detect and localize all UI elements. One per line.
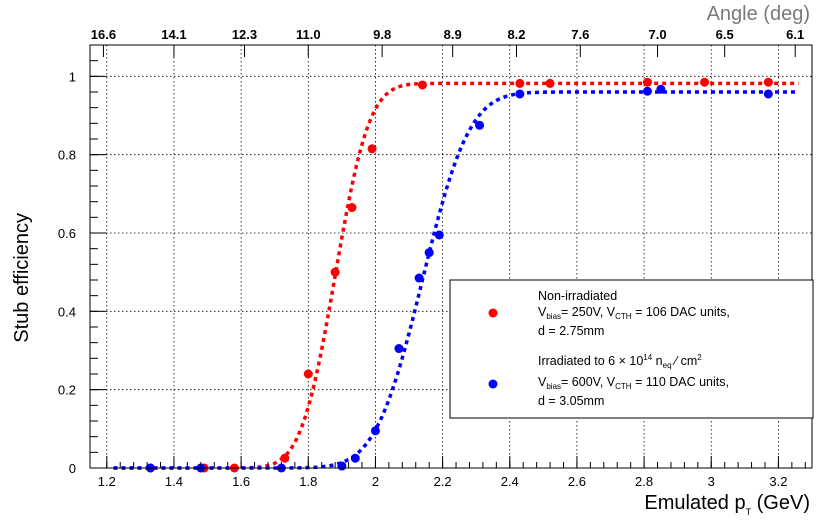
legend-marker-irradiated bbox=[488, 379, 498, 389]
legend: Non-irradiated Vbias= 250V, VCTH = 106 D… bbox=[449, 279, 814, 419]
data-point-series-2 bbox=[414, 273, 424, 283]
data-point-series-1 bbox=[303, 369, 313, 379]
x-tick-label: 3.2 bbox=[769, 474, 787, 489]
tick-labels: 1.2 1.4 1.6 1.8 2 2.2 2.4 2.6 2.8 3 3.2 0 0.2 0.4 0.6 0… bbox=[58, 27, 804, 489]
legend-entry2-line1: Irradiated to 6 × 1014 neq ⁄ cm2 bbox=[538, 353, 702, 370]
data-point-series-1 bbox=[417, 80, 427, 90]
legend-marker-non-irradiated bbox=[488, 308, 498, 318]
data-point-series-2 bbox=[515, 89, 525, 99]
data-point-series-1 bbox=[367, 144, 377, 154]
data-point-series-2 bbox=[656, 84, 666, 94]
x-axis-title: Emulated pT (GeV) bbox=[644, 492, 810, 517]
top-tick-label: 12.3 bbox=[232, 27, 257, 42]
legend-entry2-line2: Vbias= 600V, VCTH = 110 DAC units, bbox=[538, 375, 729, 391]
data-point-series-1 bbox=[763, 77, 773, 87]
data-point-series-2 bbox=[337, 461, 347, 471]
x-tick-label: 2.8 bbox=[635, 474, 653, 489]
x-tick-label: 3 bbox=[708, 474, 715, 489]
data-point-series-2 bbox=[642, 86, 652, 96]
y-tick-label: 1 bbox=[69, 69, 76, 84]
legend-entry1-line1: Non-irradiated bbox=[538, 289, 617, 303]
x-tick-label: 2.6 bbox=[568, 474, 586, 489]
top-tick-label: 7.6 bbox=[571, 27, 589, 42]
top-tick-label: 8.9 bbox=[444, 27, 462, 42]
top-tick-label: 8.2 bbox=[507, 27, 525, 42]
data-point-series-2 bbox=[434, 230, 444, 240]
data-point-series-1 bbox=[700, 77, 710, 87]
data-point-series-2 bbox=[370, 426, 380, 436]
top-tick-label: 11.0 bbox=[296, 27, 321, 42]
x-tick-label: 1.4 bbox=[165, 474, 183, 489]
y-tick-label: 0.4 bbox=[58, 304, 76, 319]
legend-entry1-line2: Vbias= 250V, VCTH = 106 DAC units, bbox=[538, 305, 730, 321]
data-point-series-2 bbox=[350, 453, 360, 463]
x-tick-label: 1.2 bbox=[98, 474, 116, 489]
top-axis-title: Angle (deg) bbox=[707, 3, 810, 25]
top-tick-label: 6.1 bbox=[786, 27, 804, 42]
data-point-series-1 bbox=[330, 267, 340, 277]
data-point-series-2 bbox=[475, 120, 485, 130]
plot-frame bbox=[89, 44, 813, 469]
data-point-series-1 bbox=[642, 77, 652, 87]
x-tick-label: 2 bbox=[372, 474, 379, 489]
data-point-series-1 bbox=[545, 78, 555, 88]
top-tick-label: 9.8 bbox=[373, 27, 391, 42]
top-tick-label: 6.5 bbox=[716, 27, 734, 42]
data-point-series-1 bbox=[280, 453, 290, 463]
legend-entry2-line3: d = 3.05mm bbox=[538, 394, 604, 408]
top-tick-label: 16.6 bbox=[91, 27, 116, 42]
legend-entry1-line3: d = 2.75mm bbox=[538, 324, 604, 338]
y-tick-label: 0.8 bbox=[58, 148, 76, 163]
legend-box bbox=[449, 279, 814, 419]
data-points bbox=[145, 77, 773, 473]
y-tick-label: 0.2 bbox=[58, 383, 76, 398]
data-point-series-2 bbox=[763, 89, 773, 99]
y-tick-label: 0.6 bbox=[58, 226, 76, 241]
top-tick-label: 14.1 bbox=[161, 27, 186, 42]
x-tick-label: 2.2 bbox=[434, 474, 452, 489]
data-point-series-2 bbox=[424, 248, 434, 258]
top-tick-label: 7.0 bbox=[648, 27, 666, 42]
y-axis-title: Stub efficiency bbox=[11, 213, 33, 343]
data-point-series-1 bbox=[515, 78, 525, 88]
x-tick-label: 1.6 bbox=[232, 474, 250, 489]
y-tick-label: 0 bbox=[69, 461, 76, 476]
data-point-series-1 bbox=[347, 203, 357, 213]
data-point-series-2 bbox=[394, 344, 404, 354]
x-tick-label: 1.8 bbox=[299, 474, 317, 489]
axis-ticks bbox=[90, 45, 806, 469]
x-tick-label: 2.4 bbox=[501, 474, 519, 489]
